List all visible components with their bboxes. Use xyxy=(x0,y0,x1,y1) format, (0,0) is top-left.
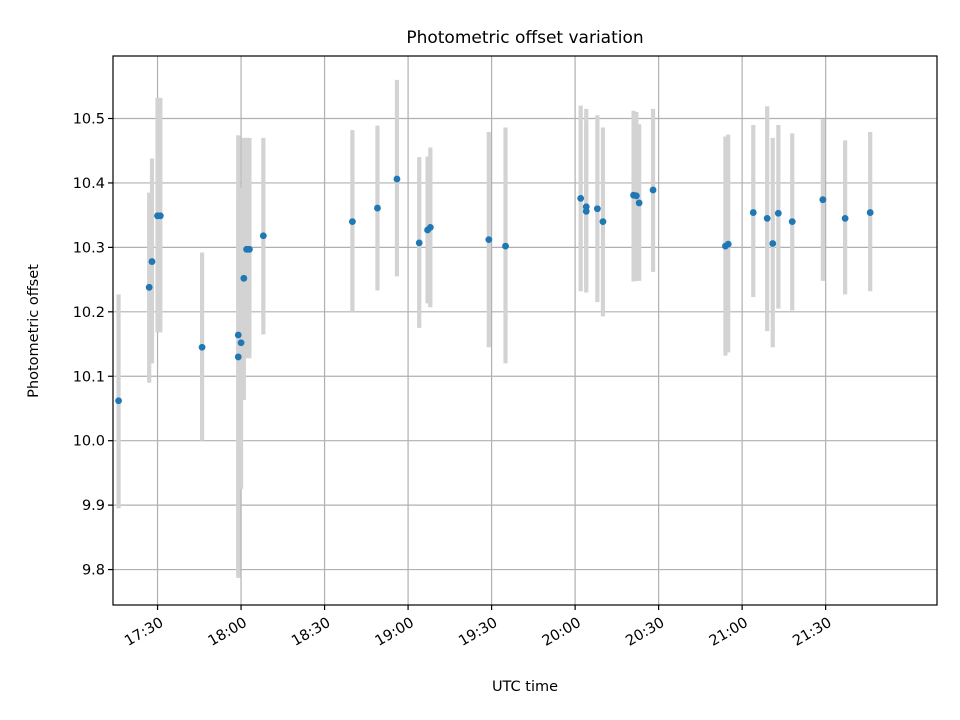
data-point xyxy=(415,239,423,247)
data-point xyxy=(502,242,509,250)
data-point xyxy=(148,258,156,265)
data-point xyxy=(769,240,777,247)
data-point xyxy=(349,218,356,226)
y-tick-label: 10.0 xyxy=(73,434,105,450)
data-point xyxy=(145,283,153,291)
data-point xyxy=(582,207,590,215)
x-tick-label: 21:30 xyxy=(790,615,834,650)
x-tick-label: 18:30 xyxy=(289,615,333,650)
data-point xyxy=(393,175,401,183)
x-tick-label: 18:00 xyxy=(206,615,250,650)
chart-title: Photometric offset variation xyxy=(406,28,643,48)
data-point xyxy=(774,209,782,217)
y-tick-label: 9.8 xyxy=(82,563,105,579)
grid xyxy=(113,56,937,605)
data-point xyxy=(632,192,640,200)
data-point xyxy=(234,331,242,339)
data-point xyxy=(635,199,643,207)
y-tick-label: 10.5 xyxy=(73,112,105,128)
plot-frame xyxy=(112,55,938,606)
x-tick-label: 20:30 xyxy=(623,615,667,650)
data-point xyxy=(593,205,601,213)
x-axis: 17:30 18:00 18:30 19:00 19:30 20:00 20:30 21:00… xyxy=(122,605,834,650)
y-tick-label: 9.9 xyxy=(82,498,105,514)
errorbars xyxy=(116,79,873,578)
data-point xyxy=(115,397,122,405)
data-point xyxy=(724,240,732,248)
x-tick-label: 17:30 xyxy=(122,615,166,650)
data-point xyxy=(788,218,796,226)
x-tick-label: 19:30 xyxy=(456,615,500,650)
data-point xyxy=(749,209,757,216)
data-point xyxy=(577,195,585,202)
y-tick-label: 10.3 xyxy=(73,240,105,256)
data-point xyxy=(841,214,849,222)
y-tick-label: 10.1 xyxy=(73,369,105,385)
data-point xyxy=(599,218,607,226)
data-point xyxy=(426,224,434,231)
data-point xyxy=(246,245,253,253)
data-point xyxy=(649,186,657,194)
data-point xyxy=(198,343,206,351)
data-point xyxy=(374,204,381,212)
data-point xyxy=(485,236,493,244)
data-point xyxy=(819,196,827,204)
y-axis: 9.8 9.9 10.0 10.1 10.2 10.3 10.4 10.5 xyxy=(73,112,113,579)
y-tick-label: 10.2 xyxy=(73,305,105,321)
data-point xyxy=(763,214,771,222)
data-point xyxy=(866,209,874,216)
data-points xyxy=(115,175,874,405)
data-point xyxy=(156,212,164,220)
y-tick-label: 10.4 xyxy=(73,176,105,192)
data-point xyxy=(240,274,248,282)
x-tick-label: 20:00 xyxy=(540,615,584,650)
data-point xyxy=(259,232,267,240)
x-axis-label: UTC time xyxy=(492,679,558,695)
x-tick-label: 21:00 xyxy=(707,615,751,650)
data-point xyxy=(237,339,245,347)
y-axis-label: Photometric offset xyxy=(26,264,42,398)
data-point xyxy=(234,353,242,361)
x-tick-label: 19:00 xyxy=(373,615,417,650)
